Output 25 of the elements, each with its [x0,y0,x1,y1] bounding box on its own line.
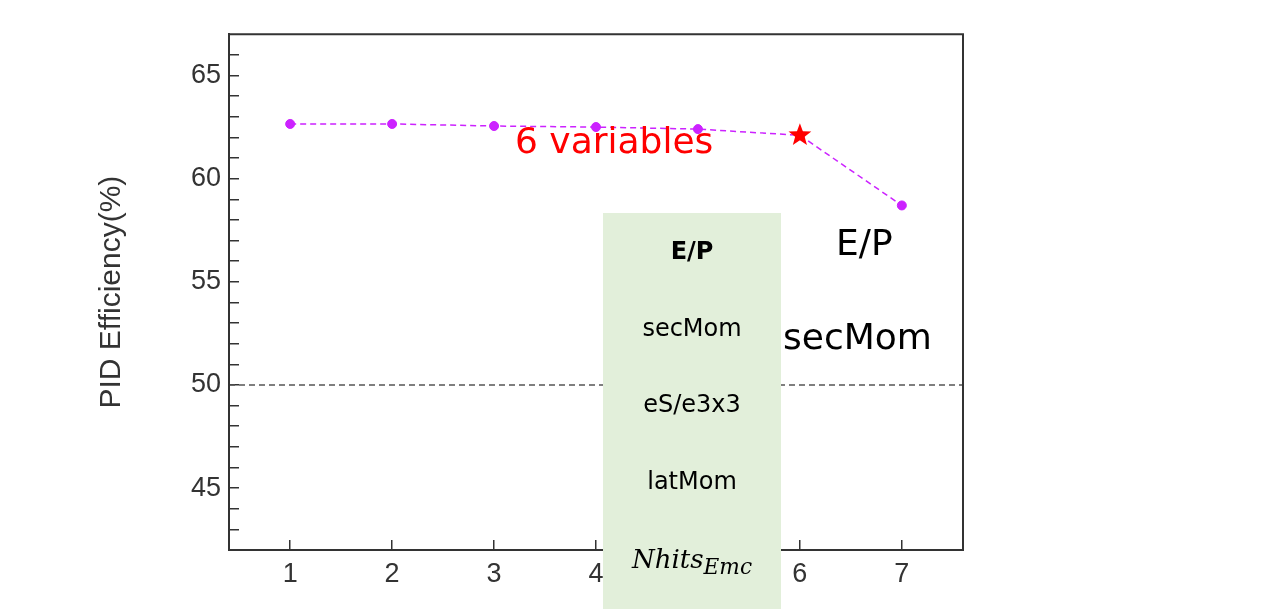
annotation: E/P [670,237,714,266]
y-tick-label: 55 [190,265,221,296]
x-tick-label: 4 [588,557,604,588]
x-tick-label: 2 [384,557,400,588]
annotation: eS/e3x3 [643,390,741,419]
annotation: secMom [642,313,742,342]
y-axis-title: PID Efficiency(%) [93,175,127,409]
y-tick-label: 45 [190,471,221,502]
y-tick-label: 60 [190,162,221,193]
x-tick-label: 7 [894,557,910,588]
point [387,118,398,129]
x-tick-label: 3 [486,557,502,588]
point [489,121,500,132]
x-tick-label: 6 [792,557,808,588]
annotation: 6 variables [515,120,714,161]
point [285,118,296,129]
x-tick-label: 1 [282,557,298,588]
annotation: latMom [647,466,737,495]
y-tick-label: 50 [190,368,221,399]
annotation: secMom [783,316,932,357]
point [896,200,907,211]
annotation: Nhits$_{Emc}$ [631,543,753,579]
point [788,123,812,146]
y-tick-label: 65 [190,58,221,89]
annotation: E/P [836,222,893,263]
